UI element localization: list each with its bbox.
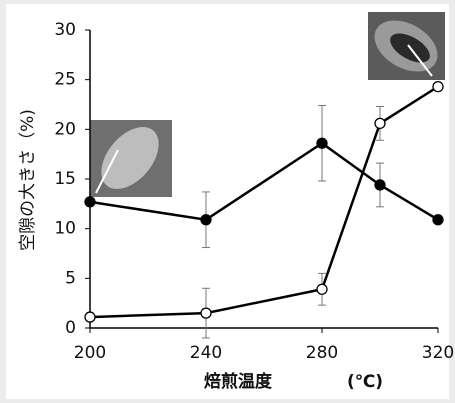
inset-photo-left: [90, 116, 172, 199]
point: [85, 312, 95, 322]
chart: 空隙の大きさ（%) 焙煎温度 (℃) 0 5 10 15 20 25 30 200 240 280…: [0, 0, 455, 403]
y-tick-label: 5: [65, 268, 76, 288]
x-tick-label: 240: [190, 343, 222, 363]
inset-photo-right: [366, 10, 447, 82]
x-tick-label: 280: [306, 343, 338, 363]
y-tick-label: 15: [54, 169, 76, 189]
y-tick-label: 10: [54, 219, 76, 239]
point: [85, 197, 95, 207]
x-axis-unit: (℃): [347, 372, 383, 392]
x-tick-label: 200: [74, 343, 106, 363]
point: [317, 284, 327, 294]
point: [433, 215, 443, 225]
point: [317, 138, 327, 148]
point: [375, 118, 385, 128]
y-tick-label: 0: [65, 318, 76, 338]
x-tick-label: 320: [422, 343, 454, 363]
y-tick-label: 30: [54, 20, 76, 40]
x-axis-label: 焙煎温度: [204, 371, 273, 392]
point: [375, 180, 385, 190]
y-tick-label: 20: [54, 119, 76, 139]
point: [201, 215, 211, 225]
y-tick-label: 25: [54, 70, 76, 90]
point: [201, 308, 211, 318]
point: [433, 82, 443, 92]
y-axis-label: 空隙の大きさ（%): [18, 109, 38, 251]
